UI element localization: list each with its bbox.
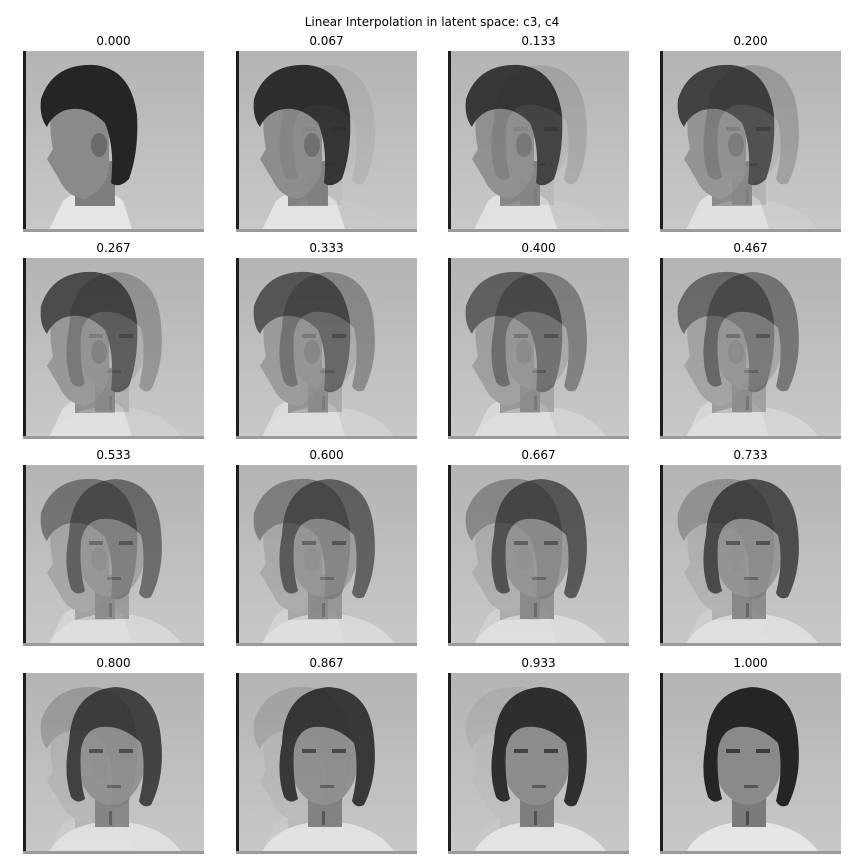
face-image <box>23 673 204 854</box>
panel-title: 0.067 <box>309 34 344 48</box>
face-image-svg <box>23 258 204 439</box>
panel-title: 0.000 <box>96 34 131 48</box>
panel-title: 0.400 <box>521 241 556 255</box>
face-image-svg <box>448 258 629 439</box>
figure-title: Linear Interpolation in latent space: c3… <box>304 15 560 29</box>
interpolation-panel: 0.800 <box>23 655 204 854</box>
interpolation-panel: 0.133 <box>448 33 629 232</box>
face-image <box>660 258 841 439</box>
face-image <box>23 51 204 232</box>
panel-title: 0.867 <box>309 656 344 670</box>
face-image <box>448 465 629 646</box>
face-image-svg <box>23 465 204 646</box>
panel-title: 0.267 <box>96 241 131 255</box>
interpolation-panel: 1.000 <box>660 655 841 854</box>
panel-title: 0.333 <box>309 241 344 255</box>
face-image <box>23 258 204 439</box>
face-image-svg <box>448 51 629 232</box>
face-image-svg <box>23 51 204 232</box>
face-image <box>23 465 204 646</box>
face-image-svg <box>660 673 841 854</box>
panel-title: 0.467 <box>733 241 768 255</box>
panel-title: 1.000 <box>733 656 768 670</box>
interpolation-panel: 0.000 <box>23 33 204 232</box>
interpolation-panel: 0.067 <box>236 33 417 232</box>
face-image-svg <box>236 51 417 232</box>
interpolation-panel: 0.467 <box>660 240 841 439</box>
face-image-svg <box>236 258 417 439</box>
interpolation-panel: 0.267 <box>23 240 204 439</box>
face-image <box>660 465 841 646</box>
panel-title: 0.533 <box>96 448 131 462</box>
panel-title: 0.800 <box>96 656 131 670</box>
face-image-svg <box>660 465 841 646</box>
face-image <box>660 673 841 854</box>
face-image-svg <box>660 258 841 439</box>
interpolation-panel: 0.867 <box>236 655 417 854</box>
interpolation-panel: 0.200 <box>660 33 841 232</box>
face-image-svg <box>660 51 841 232</box>
face-image <box>448 258 629 439</box>
interpolation-panel: 0.933 <box>448 655 629 854</box>
panel-title: 0.133 <box>521 34 556 48</box>
face-image <box>236 673 417 854</box>
face-image-svg <box>448 673 629 854</box>
interpolation-panel: 0.400 <box>448 240 629 439</box>
panel-title: 0.933 <box>521 656 556 670</box>
face-image <box>660 51 841 232</box>
face-image-svg <box>23 673 204 854</box>
face-image-svg <box>448 465 629 646</box>
panel-title: 0.733 <box>733 448 768 462</box>
interpolation-panel: 0.533 <box>23 447 204 646</box>
face-image <box>448 673 629 854</box>
face-image <box>236 258 417 439</box>
face-image <box>448 51 629 232</box>
face-image-svg <box>236 465 417 646</box>
interpolation-panel: 0.600 <box>236 447 417 646</box>
panel-title: 0.600 <box>309 448 344 462</box>
interpolation-panel: 0.667 <box>448 447 629 646</box>
panel-title: 0.667 <box>521 448 556 462</box>
face-image <box>236 51 417 232</box>
face-image-svg <box>236 673 417 854</box>
interpolation-panel: 0.333 <box>236 240 417 439</box>
face-image <box>236 465 417 646</box>
panel-title: 0.200 <box>733 34 768 48</box>
interpolation-panel: 0.733 <box>660 447 841 646</box>
